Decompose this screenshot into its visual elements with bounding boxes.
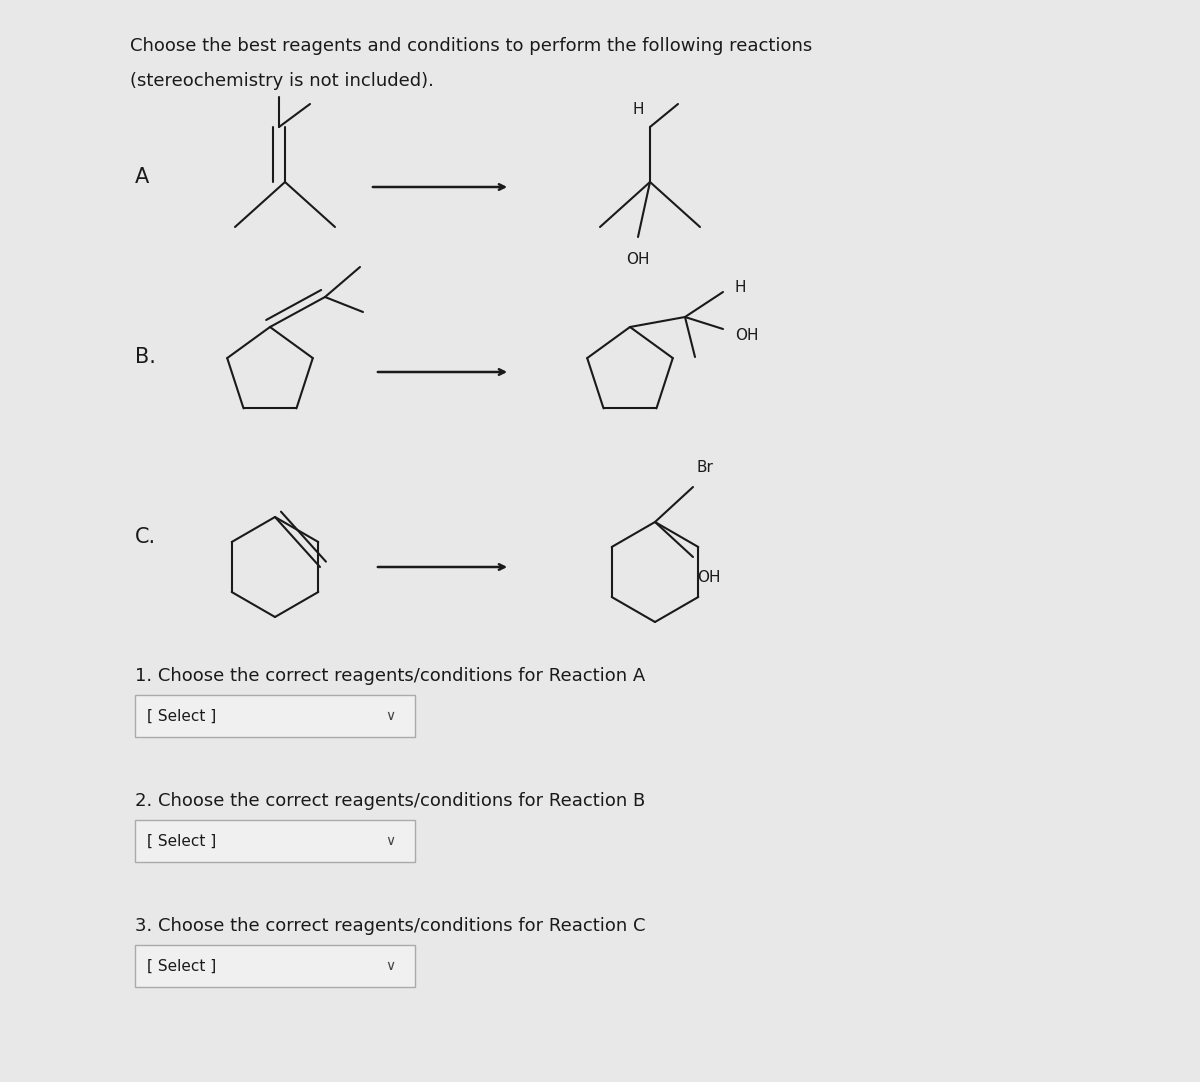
Text: [ Select ]: [ Select ] — [148, 959, 216, 974]
Text: Br: Br — [697, 460, 714, 475]
Text: ∨: ∨ — [385, 959, 395, 973]
Text: Choose the best reagents and conditions to perform the following reactions: Choose the best reagents and conditions … — [130, 37, 812, 55]
Text: OH: OH — [697, 569, 720, 584]
FancyBboxPatch shape — [134, 695, 415, 737]
FancyBboxPatch shape — [134, 945, 415, 987]
Text: (stereochemistry is not included).: (stereochemistry is not included). — [130, 72, 434, 90]
Text: H: H — [734, 279, 746, 294]
Text: [ Select ]: [ Select ] — [148, 833, 216, 848]
Text: ∨: ∨ — [385, 834, 395, 848]
Text: [ Select ]: [ Select ] — [148, 709, 216, 724]
Text: 2. Choose the correct reagents/conditions for Reaction B: 2. Choose the correct reagents/condition… — [134, 792, 646, 810]
Text: A: A — [134, 167, 149, 187]
Text: OH: OH — [626, 252, 649, 267]
Text: OH: OH — [734, 328, 758, 343]
Text: ∨: ∨ — [385, 709, 395, 723]
Text: B.: B. — [134, 347, 156, 367]
FancyBboxPatch shape — [134, 820, 415, 862]
Text: 1. Choose the correct reagents/conditions for Reaction A: 1. Choose the correct reagents/condition… — [134, 667, 646, 685]
Text: C.: C. — [134, 527, 156, 547]
Text: H: H — [632, 103, 643, 118]
Text: 3. Choose the correct reagents/conditions for Reaction C: 3. Choose the correct reagents/condition… — [134, 918, 646, 935]
